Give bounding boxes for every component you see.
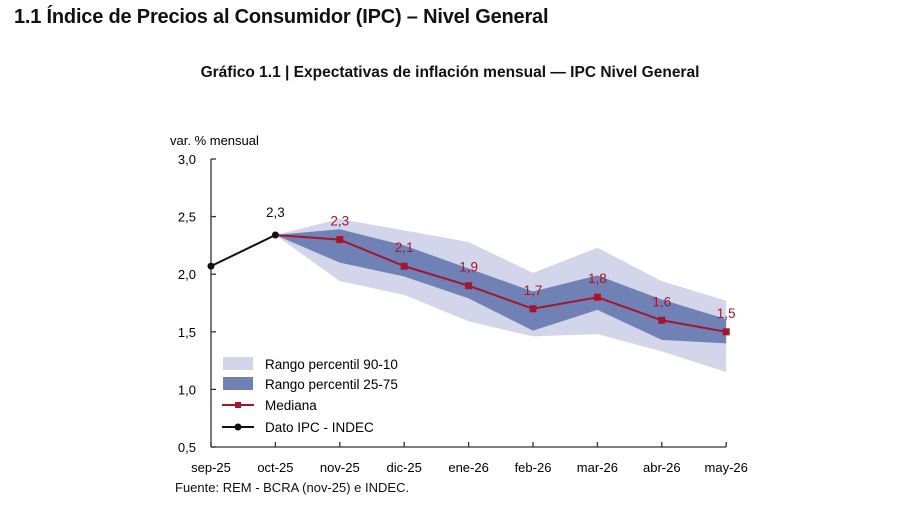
- x-tick-label: oct-25: [257, 460, 293, 475]
- legend-label: Dato IPC - INDEC: [265, 420, 374, 435]
- y-tick-label: 3,0: [178, 152, 196, 167]
- median-data-label: 1,6: [652, 294, 671, 309]
- median-line: [275, 234, 727, 333]
- x-tick-label: sep-25: [191, 460, 231, 475]
- ipc-point: [207, 262, 215, 270]
- legend-marker: [234, 423, 242, 431]
- chart-title: Gráfico 1.1 | Expectativas de inflación …: [200, 64, 700, 81]
- x-tick-label: may-26: [705, 460, 748, 475]
- ipc-data-label: 2,3: [266, 205, 285, 220]
- median-data-label: 2,3: [330, 214, 349, 229]
- x-tick-label: abr-26: [643, 460, 681, 475]
- band-p25-75: [275, 229, 727, 344]
- legend-swatch: [223, 357, 253, 370]
- y-tick-label: 1,5: [178, 325, 196, 340]
- legend-swatch: [223, 377, 253, 390]
- y-tick-label: 2,5: [178, 210, 196, 225]
- x-tick-label: nov-25: [320, 460, 360, 475]
- median-point: [722, 328, 730, 336]
- x-tick-label: ene-26: [448, 460, 488, 475]
- x-tick-label: feb-26: [515, 460, 552, 475]
- legend-label: Mediana: [265, 398, 317, 413]
- median-point: [529, 305, 537, 313]
- x-tick-label: mar-26: [577, 460, 618, 475]
- y-tick-label: 0,5: [178, 440, 196, 455]
- median-point: [593, 293, 601, 301]
- legend-marker: [235, 402, 241, 408]
- section-title: 1.1 Índice de Precios al Consumidor (IPC…: [14, 6, 549, 28]
- median-data-label: 1,5: [717, 306, 736, 321]
- y-tick-label: 2,0: [178, 267, 196, 282]
- median-point: [336, 236, 344, 244]
- median-data-label: 1,9: [459, 260, 478, 275]
- median-data-label: 1,8: [588, 271, 607, 286]
- ipc-point: [271, 231, 279, 239]
- x-tick-label: dic-25: [386, 460, 421, 475]
- y-axis-label: var. % mensual: [170, 133, 259, 148]
- legend-label: Rango percentil 25-75: [265, 377, 398, 392]
- ipc-line: [210, 234, 276, 268]
- y-tick-label: 1,0: [178, 382, 196, 397]
- median-point: [400, 262, 408, 270]
- median-data-label: 2,1: [395, 240, 414, 255]
- legend-label: Rango percentil 90-10: [265, 357, 398, 372]
- median-point: [465, 282, 473, 290]
- chart-source: Fuente: REM - BCRA (nov-25) e INDEC.: [175, 480, 410, 495]
- median-point: [658, 316, 666, 324]
- median-data-label: 1,7: [524, 283, 543, 298]
